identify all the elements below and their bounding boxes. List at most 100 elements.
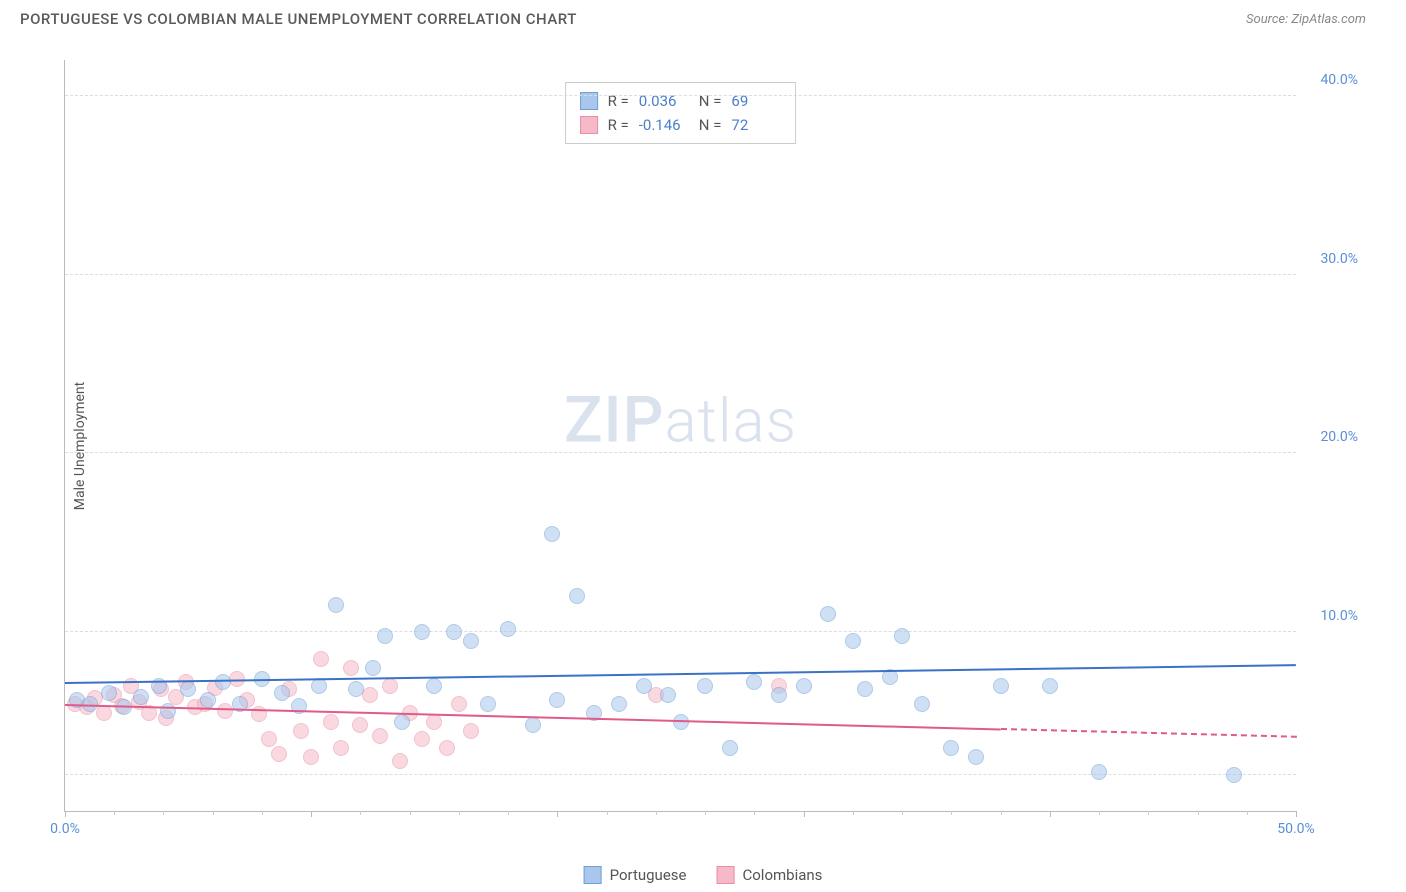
data-point [215,674,231,690]
data-point [894,628,910,644]
legend-swatch [716,866,734,884]
data-point [217,703,233,719]
correlation-stats-box: R = 0.036N = 69R = -0.146N = 72 [565,82,797,144]
data-point [394,714,410,730]
data-point [914,696,930,712]
data-point [820,606,836,622]
data-point [293,723,309,739]
chart-header: PORTUGUESE VS COLOMBIAN MALE UNEMPLOYMEN… [0,0,1406,36]
data-point [544,526,560,542]
x-tick-label: 50.0% [1277,821,1315,837]
data-point [274,685,290,701]
y-tick-label: 20.0% [1303,429,1358,445]
data-point [313,651,329,667]
legend-label: Colombians [742,866,822,884]
x-tick [902,811,903,815]
data-point [569,588,585,604]
r-value: 0.036 [639,89,689,113]
n-label: N = [699,113,722,137]
data-point [392,753,408,769]
x-tick [1247,811,1248,815]
x-tick [607,811,608,815]
chart-title: PORTUGUESE VS COLOMBIAN MALE UNEMPLOYMEN… [20,10,577,28]
x-tick [656,811,657,815]
legend-item: Colombians [716,866,822,884]
data-point [463,633,479,649]
x-tick [754,811,755,815]
data-point [500,621,516,637]
data-point [365,660,381,676]
x-tick [163,811,164,815]
x-tick [804,811,805,817]
data-point [857,681,873,697]
data-point [414,624,430,640]
legend: Portuguese Colombians [584,866,823,884]
x-tick [114,811,115,815]
data-point [660,687,676,703]
x-tick [410,811,411,815]
plot-region: ZIPatlas R = 0.036N = 69R = -0.146N = 72… [64,60,1296,812]
data-point [611,696,627,712]
r-label: R = [608,113,629,137]
data-point [968,749,984,765]
gridline [65,452,1296,453]
x-tick [262,811,263,815]
data-point [796,678,812,694]
data-point [1042,678,1058,694]
legend-label: Portuguese [610,866,687,884]
y-tick-label: 10.0% [1303,608,1358,624]
x-tick [65,811,66,817]
data-point [348,681,364,697]
n-value: 69 [731,89,781,113]
x-tick [311,811,312,817]
data-point [525,717,541,733]
stats-row: R = 0.036 N = 69 [580,89,782,113]
x-tick [705,811,706,815]
data-point [377,628,393,644]
x-tick [951,811,952,815]
data-point [451,696,467,712]
data-point [352,717,368,733]
data-point [271,746,287,762]
stats-row: R = -0.146N = 72 [580,113,782,137]
data-point [636,678,652,694]
data-point [771,687,787,703]
data-point [463,723,479,739]
data-point [943,740,959,756]
data-point [200,692,216,708]
y-tick-label: 40.0% [1303,72,1358,88]
series-swatch [580,116,598,134]
data-point [180,681,196,697]
x-tick [508,811,509,815]
x-tick [1001,811,1002,815]
x-tick [557,811,558,817]
gridline [65,274,1296,275]
data-point [1226,767,1242,783]
x-tick [1099,811,1100,815]
y-tick-label: 30.0% [1303,251,1358,267]
data-point [343,660,359,676]
data-point [845,633,861,649]
r-value: -0.146 [639,113,689,137]
n-label: N = [699,89,722,113]
data-point [362,687,378,703]
data-point [480,696,496,712]
x-tick [1296,811,1297,817]
gridline [65,774,1296,775]
x-tick [360,811,361,815]
x-tick [1148,811,1149,815]
x-tick [853,811,854,815]
trend-line [1001,728,1296,738]
data-point [328,597,344,613]
gridline [65,631,1296,632]
data-point [446,624,462,640]
data-point [382,678,398,694]
legend-item: Portuguese [584,866,687,884]
data-point [323,714,339,730]
x-tick [1198,811,1199,815]
r-label: R = [608,89,629,113]
x-tick [213,811,214,815]
x-tick [1050,811,1051,817]
data-point [549,692,565,708]
data-point [414,731,430,747]
